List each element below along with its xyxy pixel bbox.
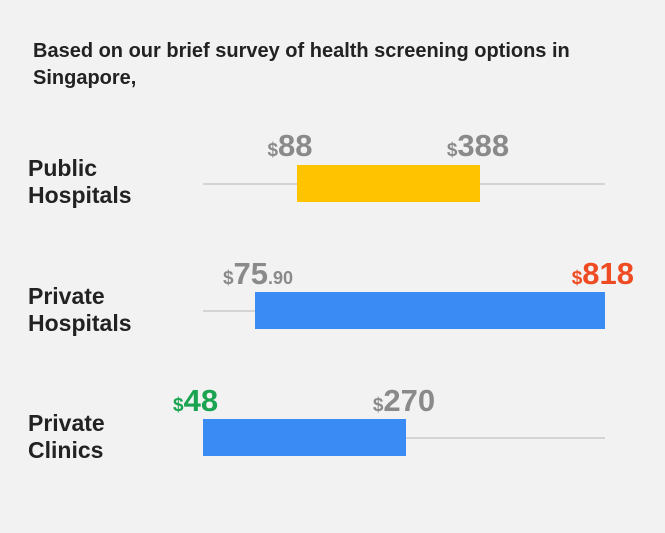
price-currency: $ (267, 140, 279, 161)
range-bar (255, 292, 605, 329)
max-price-label: $388 (447, 130, 509, 161)
price-amount: 88 (278, 128, 313, 163)
row-label-line: Hospitals (28, 310, 132, 336)
price-decimal: .90 (268, 268, 294, 288)
range-bar (297, 165, 480, 202)
max-price-label: $270 (373, 385, 435, 416)
chart-intro: Based on our brief survey of health scre… (33, 40, 570, 89)
min-price-label: $88 (267, 130, 312, 161)
row-label: Public Hospitals (28, 155, 188, 209)
price-currency: $ (571, 268, 583, 289)
price-amount: 75 (233, 256, 269, 291)
range-bar (203, 419, 406, 456)
min-price-label: $75.90 (223, 258, 293, 289)
row-label-line: Public (28, 155, 98, 181)
price-currency: $ (173, 395, 184, 416)
price-amount: 388 (457, 128, 510, 163)
row-label-line: Clinics (28, 437, 104, 463)
row-label-line: Private (28, 410, 105, 436)
price-currency: $ (372, 395, 384, 416)
min-price-label: $48 (173, 385, 218, 416)
price-amount: 48 (183, 383, 219, 418)
price-amount: 818 (582, 256, 634, 291)
row-label: Private Clinics (28, 410, 188, 464)
price-currency: $ (446, 140, 458, 161)
row-label-line: Private (28, 283, 105, 309)
row-label: Private Hospitals (28, 283, 188, 337)
max-price-label: $818 (572, 258, 634, 289)
price-currency: $ (222, 268, 234, 289)
price-amount: 270 (383, 383, 436, 418)
row-label-line: Hospitals (28, 182, 132, 208)
